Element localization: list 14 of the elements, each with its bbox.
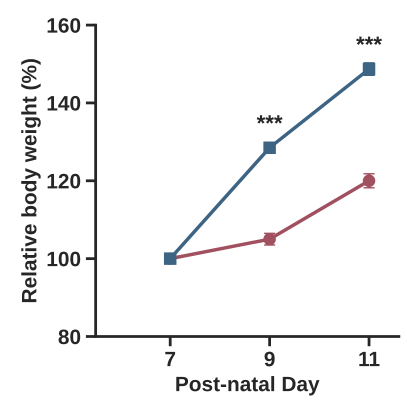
y-tick-label: 100 <box>48 252 80 266</box>
y-tick-label: 160 <box>48 18 80 33</box>
annotation: *** <box>356 36 382 45</box>
y-tick-label: 120 <box>48 174 80 189</box>
annotation: *** <box>256 115 283 124</box>
y-tick-label: 140 <box>48 96 80 111</box>
x-axis-title: Post-natal Day <box>176 376 320 396</box>
point <box>362 174 376 188</box>
y-tick-label: 80 <box>58 329 80 344</box>
point <box>263 141 276 154</box>
x-tick-label: 7 <box>165 352 176 366</box>
x-tick-label: 9 <box>264 352 275 366</box>
x-tick-label: 11 <box>359 352 380 366</box>
y-axis-title: Relative body weight (%) <box>21 59 41 302</box>
